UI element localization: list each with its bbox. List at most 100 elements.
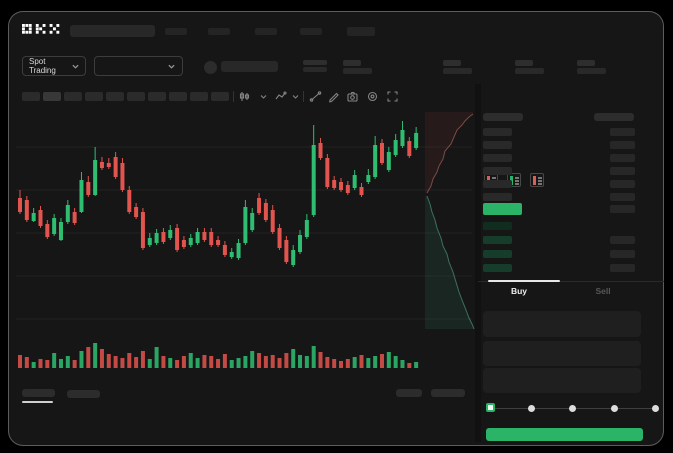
market-type-label: Spot Trading: [29, 57, 56, 75]
slider-stop[interactable]: [527, 405, 535, 412]
camera-snapshot-button[interactable]: [346, 90, 359, 103]
pair-coin-icon: [204, 61, 217, 74]
timeframe-button[interactable]: [148, 92, 166, 101]
chart-toolbar: [0, 84, 470, 108]
bottom-tab-active[interactable]: [22, 389, 55, 397]
ask-row[interactable]: [483, 128, 635, 136]
fullscreen-button[interactable]: [386, 90, 399, 103]
timeframe-button[interactable]: [22, 92, 40, 101]
order-total-input-placeholder[interactable]: [483, 368, 641, 393]
nav-item-placeholder[interactable]: [300, 28, 322, 35]
bottom-panel: [0, 383, 475, 453]
bottom-action-placeholder[interactable]: [431, 389, 465, 397]
indicators-chevron-icon[interactable]: [289, 90, 302, 103]
ask-row[interactable]: [483, 180, 635, 188]
ask-row[interactable]: [483, 154, 635, 162]
ask-rows: [483, 128, 635, 201]
nav-item-placeholder[interactable]: [347, 27, 375, 36]
bid-price-bar: [483, 250, 512, 258]
orderbook-view-asks-button[interactable]: [530, 173, 544, 187]
top-nav: OKX: [0, 0, 673, 46]
bid-row[interactable]: [483, 236, 635, 244]
volume-bars: [18, 343, 419, 368]
ask-amount-bar: [610, 128, 635, 136]
search-bar-placeholder[interactable]: [70, 25, 155, 37]
chart-style-chevron-icon[interactable]: [257, 90, 270, 103]
last-price-indicator[interactable]: [483, 203, 522, 215]
nav-item-placeholder[interactable]: [165, 28, 187, 35]
pair-name-placeholder: [221, 61, 278, 72]
amount-column-header-placeholder: [594, 113, 634, 121]
slider-stop[interactable]: [569, 405, 576, 412]
stat-value-placeholder: [343, 68, 372, 74]
order-price-input-placeholder[interactable]: [483, 311, 641, 337]
amount-bar-placeholder: [610, 205, 635, 213]
chevron-down-icon: [72, 64, 79, 69]
tab-sell[interactable]: Sell: [595, 286, 611, 296]
bid-row[interactable]: [483, 264, 635, 272]
pair-dropdown[interactable]: [94, 56, 183, 76]
stat-label-placeholder: [577, 60, 595, 66]
market-type-dropdown[interactable]: Spot Trading: [22, 56, 86, 76]
toolbar-divider: [233, 91, 234, 102]
panel-divider: [475, 84, 481, 442]
ask-amount-bar: [610, 167, 635, 175]
order-amount-input-placeholder[interactable]: [483, 341, 641, 366]
bid-price-bar: [483, 264, 512, 272]
indicators-button[interactable]: [274, 90, 287, 103]
ask-price-bar: [483, 128, 512, 136]
last-price-row: [483, 203, 635, 215]
stat-block-placeholder: [577, 60, 606, 74]
bid-price-bar: [483, 222, 512, 230]
ask-price-bar: [483, 154, 512, 162]
timeframe-button[interactable]: [127, 92, 145, 101]
bid-price-bar: [483, 236, 512, 244]
stat-label-placeholder: [343, 60, 361, 66]
timeframe-buttons: [22, 92, 229, 101]
ask-row[interactable]: [483, 193, 635, 201]
amount-slider[interactable]: [486, 403, 659, 414]
ask-amount-bar: [610, 141, 635, 149]
ask-amount-bar: [610, 193, 635, 201]
settings-button[interactable]: [366, 90, 379, 103]
ask-amount-bar: [610, 180, 635, 188]
bottom-tab[interactable]: [67, 390, 100, 398]
slider-stop[interactable]: [652, 405, 659, 412]
bottom-tab-underline: [22, 401, 53, 403]
stat-block-placeholder: [443, 60, 472, 74]
price-column-header-placeholder: [483, 113, 523, 121]
timeframe-button[interactable]: [106, 92, 124, 101]
trendline-tool-button[interactable]: [309, 90, 322, 103]
ask-amount-bar: [610, 154, 635, 162]
bottom-action-placeholder[interactable]: [396, 389, 422, 397]
nav-item-placeholder[interactable]: [208, 28, 230, 35]
timeframe-button[interactable]: [169, 92, 187, 101]
bid-row[interactable]: [483, 222, 635, 230]
bid-row[interactable]: [483, 250, 635, 258]
bid-amount-bar: [610, 250, 635, 258]
timeframe-button[interactable]: [190, 92, 208, 101]
market-row: Spot Trading: [0, 50, 673, 82]
timeframe-button[interactable]: [64, 92, 82, 101]
orderbook-panel: [478, 84, 664, 280]
buy-submit-button[interactable]: [486, 428, 643, 441]
ask-row[interactable]: [483, 167, 635, 175]
ask-price-bar: [483, 141, 512, 149]
nav-item-placeholder[interactable]: [255, 28, 277, 35]
okx-logo[interactable]: [22, 24, 62, 35]
slider-handle[interactable]: [486, 403, 495, 412]
slider-stop[interactable]: [610, 405, 618, 412]
draw-tool-button[interactable]: [327, 90, 340, 103]
timeframe-button[interactable]: [85, 92, 103, 101]
stat-block-placeholder: [343, 60, 372, 74]
last-price-placeholder: [303, 60, 327, 72]
timeframe-button[interactable]: [211, 92, 229, 101]
ask-row[interactable]: [483, 141, 635, 149]
tab-buy[interactable]: Buy: [510, 286, 528, 296]
stat-value-placeholder: [515, 68, 544, 74]
timeframe-button[interactable]: [43, 92, 61, 101]
chart-style-button[interactable]: [238, 90, 251, 103]
